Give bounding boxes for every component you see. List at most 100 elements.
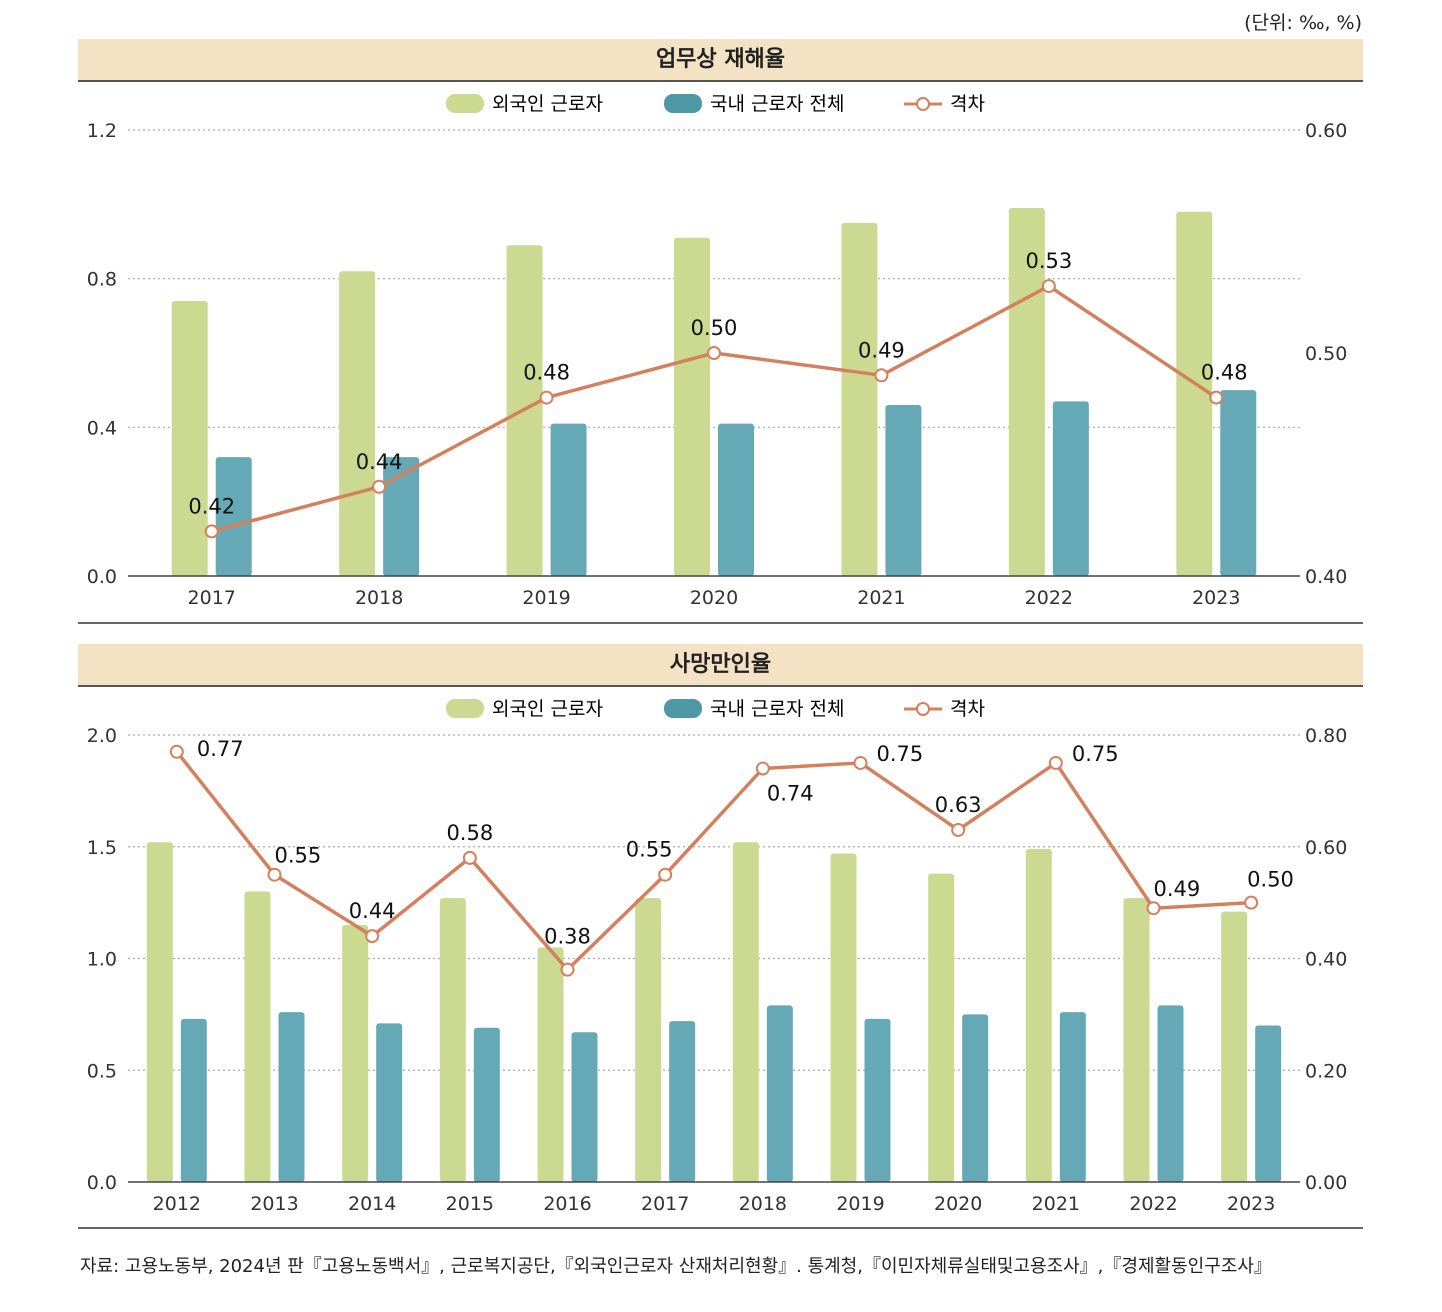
bar-foreign — [635, 898, 662, 1182]
bar-domestic — [180, 1018, 207, 1182]
legend-swatch-domestic — [664, 699, 702, 718]
x-tick-label: 2020 — [690, 587, 738, 609]
bar-foreign — [928, 873, 955, 1182]
y-tick-label: 0.0 — [87, 1172, 117, 1194]
gap-data-label: 0.75 — [877, 742, 924, 766]
gap-point — [462, 850, 477, 865]
bar-domestic — [278, 1012, 305, 1182]
bar-domestic — [718, 423, 754, 576]
bar-domestic — [550, 423, 587, 576]
bar-foreign — [1025, 848, 1052, 1182]
gap-point — [204, 524, 219, 539]
bar-domestic — [669, 1021, 696, 1182]
y2-tick-label: 0.50 — [1305, 343, 1347, 365]
bar-foreign — [830, 853, 857, 1182]
gap-point — [1041, 279, 1056, 294]
gap-data-label: 0.49 — [1154, 877, 1201, 901]
bar-domestic — [383, 457, 420, 576]
legend-marker-gap — [916, 702, 930, 716]
gap-data-label: 0.44 — [349, 899, 396, 923]
gap-data-label: 0.58 — [446, 821, 493, 845]
gap-data-label: 0.75 — [1072, 742, 1119, 766]
gap-data-label: 0.55 — [275, 844, 322, 868]
gap-data-label: 0.42 — [188, 494, 235, 518]
gap-data-label: 0.48 — [523, 361, 570, 385]
bar-domestic — [766, 1005, 793, 1182]
x-tick-label: 2016 — [543, 1193, 591, 1215]
bar-foreign — [146, 842, 173, 1182]
chart-occupational-injury-rate: 외국인 근로자 국내 근로자 전체 격차 0.0 0.4 0.8 1.2 0.40 0.50 0.… — [78, 93, 1363, 624]
gap-point — [560, 962, 575, 977]
y-tick-label: 2.0 — [87, 725, 117, 747]
x-tick-label: 2012 — [153, 1193, 201, 1215]
bar-foreign — [1008, 208, 1045, 577]
gap-data-label: 0.50 — [691, 316, 738, 340]
y-tick-label: 1.5 — [87, 837, 117, 859]
unit-label: (단위: ‰, %) — [1244, 12, 1362, 34]
x-tick-label: 2020 — [934, 1193, 982, 1215]
bar-foreign — [244, 891, 271, 1182]
bar-domestic — [1052, 401, 1089, 576]
gap-point — [1244, 895, 1259, 910]
bar-domestic — [885, 405, 922, 576]
chart-fatality-rate: 외국인 근로자 국내 근로자 전체 격차 0.0 0.5 1.0 1.5 2.0 0.00 0.2… — [78, 698, 1363, 1229]
legend-swatch-domestic — [664, 94, 702, 113]
gap-point — [755, 761, 770, 776]
legend-marker-gap — [916, 97, 930, 111]
bar-foreign — [1123, 898, 1150, 1182]
x-tick-label: 2022 — [1025, 587, 1073, 609]
gap-data-label: 0.77 — [197, 737, 244, 761]
gap-point — [539, 390, 554, 405]
bar-foreign — [342, 924, 369, 1182]
gap-point — [169, 744, 184, 759]
y-tick-label: 0.0 — [87, 566, 117, 588]
legend-swatch-foreign — [446, 699, 484, 718]
y-tick-label: 0.8 — [87, 269, 117, 291]
y2-tick-label: 0.60 — [1305, 120, 1347, 142]
gap-data-label: 0.44 — [356, 450, 403, 474]
gap-data-label: 0.74 — [767, 782, 814, 806]
bar-foreign — [674, 237, 710, 577]
gap-data-label: 0.48 — [1201, 361, 1248, 385]
bar-domestic — [473, 1027, 500, 1182]
bar-domestic — [215, 457, 252, 576]
x-tick-label: 2018 — [355, 587, 403, 609]
bar-domestic — [962, 1014, 989, 1182]
y2-tick-label: 0.60 — [1305, 837, 1347, 859]
x-tick-label: 2022 — [1129, 1193, 1177, 1215]
legend-label-foreign: 외국인 근로자 — [492, 698, 603, 720]
bar-domestic — [376, 1023, 403, 1182]
y-tick-label: 1.2 — [87, 120, 117, 142]
x-tick-label: 2017 — [188, 587, 236, 609]
gap-data-label: 0.63 — [935, 793, 982, 817]
x-tick-label: 2019 — [836, 1193, 884, 1215]
bar-foreign — [1221, 911, 1248, 1182]
bar-foreign — [1176, 211, 1213, 576]
x-tick-label: 2021 — [1032, 1193, 1080, 1215]
legend: 외국인 근로자 국내 근로자 전체 격차 — [446, 93, 985, 115]
legend-label-domestic: 국내 근로자 전체 — [710, 698, 844, 720]
x-tick-label: 2019 — [522, 587, 570, 609]
legend: 외국인 근로자 국내 근로자 전체 격차 — [446, 698, 985, 720]
bar-domestic — [864, 1018, 891, 1182]
legend-label-gap: 격차 — [950, 698, 985, 720]
bar-foreign — [439, 898, 466, 1182]
gap-data-label: 0.38 — [544, 925, 591, 949]
chart2-title: 사망만인율 — [78, 644, 1363, 687]
gap-data-label: 0.50 — [1247, 868, 1294, 892]
bar-foreign — [339, 271, 376, 576]
bar-domestic — [1220, 390, 1257, 576]
gap-point — [372, 479, 387, 494]
gap-point — [1048, 755, 1063, 770]
x-tick-label: 2018 — [739, 1193, 787, 1215]
x-tick-label: 2021 — [857, 587, 905, 609]
legend-label-foreign: 외국인 근로자 — [492, 93, 603, 115]
bar-foreign — [732, 842, 759, 1182]
bar-domestic — [571, 1032, 598, 1182]
y-tick-label: 1.0 — [87, 949, 117, 971]
bar-foreign — [841, 222, 878, 576]
gap-point — [853, 755, 868, 770]
legend-swatch-foreign — [446, 94, 484, 113]
gap-point — [707, 346, 721, 360]
y2-tick-label: 0.80 — [1305, 725, 1347, 747]
